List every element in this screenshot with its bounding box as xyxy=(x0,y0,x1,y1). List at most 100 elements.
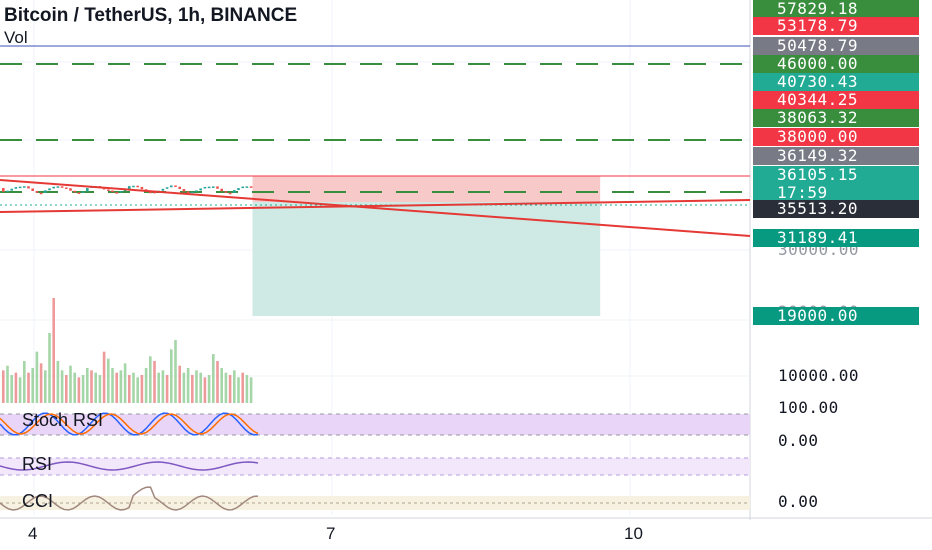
stoch-upper-label: 100.00 xyxy=(778,398,839,417)
volume-bar xyxy=(111,368,114,403)
candle xyxy=(77,192,81,194)
candle xyxy=(237,188,240,191)
volume-bar xyxy=(6,365,9,403)
volume-bar xyxy=(23,361,26,403)
volume-bar xyxy=(220,368,223,403)
candle xyxy=(56,186,60,188)
volume-bar xyxy=(186,368,190,403)
volume-bar xyxy=(157,372,160,403)
volume-bar xyxy=(132,372,135,403)
candle xyxy=(220,188,223,192)
volume-bar xyxy=(115,372,118,403)
candle xyxy=(128,186,131,190)
candle xyxy=(35,190,39,193)
volume-bar xyxy=(161,370,165,403)
price-tag-40730-43: 40730.43 xyxy=(753,73,919,91)
price-tag-40344-25: 40344.25 xyxy=(753,91,919,109)
candle xyxy=(132,185,135,188)
volume-bar xyxy=(81,375,85,403)
chart-header: Bitcoin / TetherUS, 1h, BINANCE Vol xyxy=(4,4,297,48)
volume-bar xyxy=(102,351,106,403)
candle xyxy=(241,186,244,189)
trend-line-0 xyxy=(0,179,751,237)
volume-label: Vol xyxy=(4,28,28,47)
candle xyxy=(212,186,215,188)
volume-bar xyxy=(107,358,110,403)
candle xyxy=(60,186,64,188)
cci-line xyxy=(0,486,259,511)
candle xyxy=(27,186,30,189)
volume-bar xyxy=(39,363,43,403)
volume-bar xyxy=(207,375,211,403)
volume-bar xyxy=(174,340,177,403)
candle xyxy=(86,188,89,192)
candle xyxy=(153,191,156,194)
chart-title: Bitcoin / TetherUS, 1h, BINANCE xyxy=(4,5,298,26)
volume-bar xyxy=(195,370,198,403)
candle xyxy=(140,186,144,190)
candle xyxy=(191,191,194,194)
candle xyxy=(107,189,110,191)
volume-bar xyxy=(56,361,60,403)
candle xyxy=(31,188,34,191)
candle xyxy=(111,190,114,193)
volume-bar xyxy=(69,365,72,403)
candle xyxy=(249,186,253,188)
stoch-rsi-band xyxy=(0,414,750,435)
volume-bar xyxy=(48,333,51,403)
stoch-d-line xyxy=(0,413,259,435)
candle xyxy=(48,188,51,191)
volume-bar xyxy=(18,377,22,403)
volume-bar xyxy=(73,372,76,403)
volume-bar xyxy=(90,370,93,403)
price-tag-50478-79: 50478.79 xyxy=(753,37,919,55)
volume-bar xyxy=(35,351,39,403)
candle xyxy=(203,186,207,189)
candle xyxy=(186,191,190,194)
volume-bar xyxy=(86,368,89,403)
stoch-rsi-label: Stoch RSI xyxy=(22,410,104,430)
candle xyxy=(161,188,165,191)
price-tag-38063-32: 38063.32 xyxy=(753,109,919,127)
volume-bar xyxy=(182,372,186,403)
position-stop-zone xyxy=(252,176,601,202)
volume-bar xyxy=(245,375,249,403)
candle xyxy=(165,187,169,189)
cci-label: CCI xyxy=(22,491,53,511)
volume-bar xyxy=(60,370,64,403)
volume-bar xyxy=(233,370,236,403)
candle xyxy=(10,188,13,191)
price-tag-53178-79: 53178.79 xyxy=(753,17,919,35)
candle xyxy=(207,186,211,189)
price-tag-57829-18: 57829.18 xyxy=(753,0,919,18)
volume-tick-label: 10000.00 xyxy=(778,366,860,385)
candle xyxy=(81,191,85,193)
candle xyxy=(44,190,47,193)
volume-bar xyxy=(149,356,152,403)
volume-bar xyxy=(10,375,13,403)
candle xyxy=(182,189,186,192)
volume-bar xyxy=(249,377,253,403)
volume-bar xyxy=(2,370,5,403)
candle xyxy=(170,185,173,188)
candle xyxy=(233,190,236,193)
volume-bar xyxy=(128,375,131,403)
candle xyxy=(23,186,26,188)
volume-bar xyxy=(191,375,194,403)
candle xyxy=(199,188,202,191)
volume-bar xyxy=(144,368,148,403)
candle xyxy=(39,192,43,195)
countdown-label: 17:59 xyxy=(777,183,828,202)
volume-bar xyxy=(119,370,123,403)
candle xyxy=(115,192,118,194)
x-tick-7: 7 xyxy=(326,524,336,543)
candle xyxy=(224,191,228,193)
volume-bar xyxy=(94,372,97,403)
trend-line-1 xyxy=(0,199,751,213)
volume-bar xyxy=(31,368,34,403)
volume-bar xyxy=(203,377,207,403)
volume-bar xyxy=(199,372,202,403)
x-tick-4: 4 xyxy=(28,524,38,543)
